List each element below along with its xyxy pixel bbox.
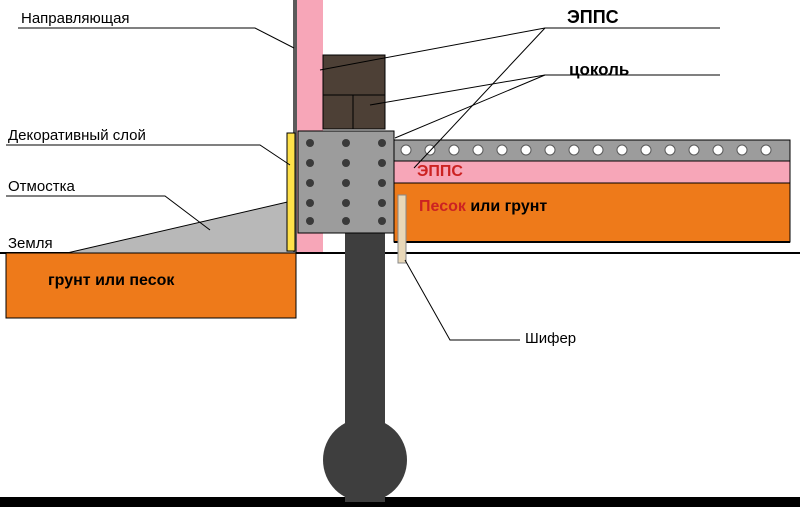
diagram-canvas: Направляющая ЭППС цоколь Декоративный сл…	[0, 0, 800, 521]
label-sand-right-b: или грунт	[470, 198, 547, 215]
label-decorative: Декоративный слой	[8, 127, 146, 144]
label-slate: Шифер	[525, 330, 576, 347]
label-blind-area: Отмостка	[8, 178, 75, 195]
pile-bulb	[323, 418, 407, 502]
slate-strip	[398, 195, 406, 263]
label-epps-mid: ЭППС	[417, 163, 463, 181]
label-sand-right: Песок или грунт	[419, 198, 547, 216]
label-sand-right-a: Песок	[419, 198, 466, 215]
decorative-layer	[287, 133, 295, 251]
label-epps-top: ЭППС	[567, 7, 619, 28]
label-plinth: цоколь	[569, 60, 629, 80]
plinth-bricks	[323, 55, 385, 129]
label-earth: Земля	[8, 235, 53, 252]
diagram-svg	[0, 0, 800, 521]
label-guide: Направляющая	[21, 10, 130, 27]
label-soil-left: грунт или песок	[48, 272, 174, 290]
